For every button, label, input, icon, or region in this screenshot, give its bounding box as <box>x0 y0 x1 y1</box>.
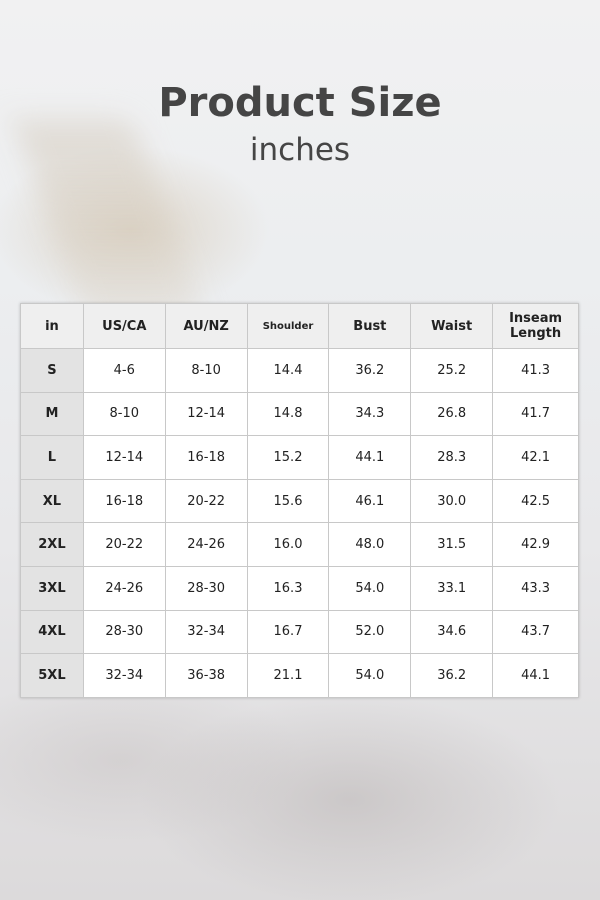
table-cell: 20-22 <box>164 478 248 524</box>
size-label: 4XL <box>20 609 84 655</box>
table-cell: 16-18 <box>164 435 248 480</box>
table-row: L 12-14 16-18 15.2 44.1 28.3 42.1 <box>20 435 579 480</box>
table-cell: 34.6 <box>410 609 494 655</box>
column-header: Shoulder <box>246 303 330 349</box>
table-cell: 32-34 <box>82 653 166 698</box>
table-cell: 36.2 <box>328 348 412 393</box>
table-cell: 28-30 <box>164 565 248 611</box>
table-cell: 43.3 <box>492 565 579 611</box>
table-cell: 14.4 <box>246 348 330 393</box>
table-row: 2XL 20-22 24-26 16.0 48.0 31.5 42.9 <box>20 522 579 567</box>
table-cell: 34.3 <box>328 391 412 437</box>
table-cell: 28-30 <box>82 609 166 655</box>
page-title: Product Size <box>158 80 442 126</box>
table-cell: 32-34 <box>164 609 248 655</box>
column-header: US/CA <box>82 303 166 349</box>
size-label: L <box>20 435 84 480</box>
table-cell: 41.3 <box>492 348 579 393</box>
table-cell: 14.8 <box>246 391 330 437</box>
table-cell: 12-14 <box>82 435 166 480</box>
column-header: in <box>20 303 84 349</box>
column-header: AU/NZ <box>164 303 248 349</box>
table-cell: 54.0 <box>328 653 412 698</box>
size-label: M <box>20 391 84 437</box>
table-cell: 26.8 <box>410 391 494 437</box>
table-cell: 20-22 <box>82 522 166 567</box>
table-cell: 31.5 <box>410 522 494 567</box>
size-label: S <box>20 348 84 393</box>
table-cell: 15.6 <box>246 478 330 524</box>
table-cell: 21.1 <box>246 653 330 698</box>
table-cell: 42.9 <box>492 522 579 567</box>
table-cell: 36.2 <box>410 653 494 698</box>
table-cell: 15.2 <box>246 435 330 480</box>
table-cell: 12-14 <box>164 391 248 437</box>
column-header: Inseam Length <box>492 303 579 349</box>
table-cell: 25.2 <box>410 348 494 393</box>
table-row: 4XL 28-30 32-34 16.7 52.0 34.6 43.7 <box>20 609 579 655</box>
table-cell: 8-10 <box>82 391 166 437</box>
table-cell: 36-38 <box>164 653 248 698</box>
table-cell: 4-6 <box>82 348 166 393</box>
table-cell: 16.7 <box>246 609 330 655</box>
table-cell: 30.0 <box>410 478 494 524</box>
page-subtitle: inches <box>249 132 351 168</box>
table-cell: 54.0 <box>328 565 412 611</box>
table-row: S 4-6 8-10 14.4 36.2 25.2 41.3 <box>20 348 579 393</box>
size-label: 5XL <box>20 653 84 698</box>
column-header: Bust <box>328 303 412 349</box>
table-cell: 24-26 <box>164 522 248 567</box>
table-row: M 8-10 12-14 14.8 34.3 26.8 41.7 <box>20 391 579 437</box>
table-cell: 24-26 <box>82 565 166 611</box>
table-cell: 42.5 <box>492 478 579 524</box>
table-cell: 43.7 <box>492 609 579 655</box>
table-cell: 44.1 <box>328 435 412 480</box>
table-cell: 41.7 <box>492 391 579 437</box>
table-cell: 52.0 <box>328 609 412 655</box>
table-cell: 16-18 <box>82 478 166 524</box>
table-cell: 46.1 <box>328 478 412 524</box>
table-row: 5XL 32-34 36-38 21.1 54.0 36.2 44.1 <box>20 653 579 698</box>
table-cell: 16.3 <box>246 565 330 611</box>
table-row: XL 16-18 20-22 15.6 46.1 30.0 42.5 <box>20 478 579 524</box>
table-cell: 33.1 <box>410 565 494 611</box>
size-label: XL <box>20 478 84 524</box>
table-row: 3XL 24-26 28-30 16.3 54.0 33.1 43.3 <box>20 565 579 611</box>
size-label: 3XL <box>20 565 84 611</box>
table-cell: 16.0 <box>246 522 330 567</box>
table-cell: 42.1 <box>492 435 579 480</box>
table-cell: 28.3 <box>410 435 494 480</box>
column-header: Waist <box>410 303 494 349</box>
table-cell: 8-10 <box>164 348 248 393</box>
table-cell: 44.1 <box>492 653 579 698</box>
size-table: in US/CA AU/NZ Shoulder Bust Waist Inseam Leng… <box>20 303 579 698</box>
table-cell: 48.0 <box>328 522 412 567</box>
size-label: 2XL <box>20 522 84 567</box>
